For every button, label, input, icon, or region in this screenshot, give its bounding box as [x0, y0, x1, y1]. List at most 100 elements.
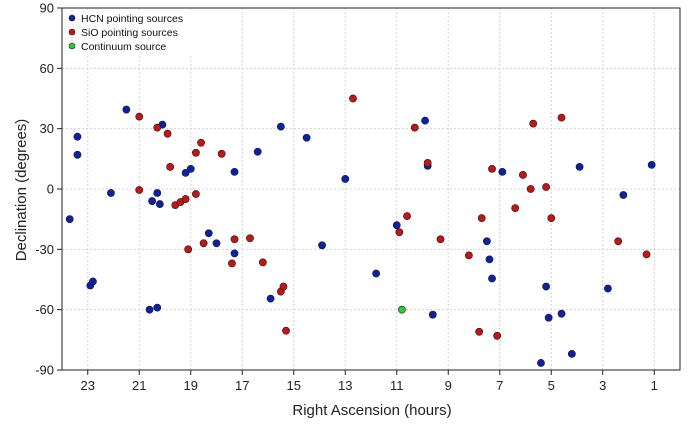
sio-point — [547, 214, 556, 223]
hcn-point — [392, 221, 401, 230]
hcn-point — [145, 305, 154, 314]
sio-point — [166, 162, 175, 171]
sio-point — [279, 282, 288, 291]
hcn-point — [155, 200, 164, 208]
hcn-point — [89, 277, 97, 286]
sio-point — [228, 259, 236, 268]
sio-point — [349, 94, 357, 103]
sio-point — [642, 250, 651, 259]
hcn-point — [153, 303, 162, 312]
hcn-point — [567, 350, 576, 358]
legend: HCN pointing sources SiO pointing source… — [64, 10, 192, 54]
sio-point — [493, 331, 502, 340]
hcn-point — [181, 169, 190, 177]
hcn-point — [341, 175, 350, 183]
hcn-point — [148, 197, 157, 205]
x-tick-label: 7 — [496, 378, 503, 393]
y-tick-label: 90 — [40, 1, 54, 16]
legend-label-continuum: Continuum source — [81, 41, 166, 53]
hcn-point — [253, 147, 262, 156]
sio-point — [181, 195, 190, 203]
hcn-point — [421, 116, 429, 125]
y-tick-label: 60 — [40, 61, 54, 76]
hcn-point — [318, 241, 326, 250]
sio-point — [614, 237, 623, 246]
plot-frame — [61, 7, 681, 371]
hcn-point — [230, 249, 239, 258]
y-tick-label: -30 — [35, 242, 54, 257]
sio-point — [436, 235, 445, 244]
hcn-point — [107, 189, 115, 197]
legend-label-sio: SiO pointing sources — [81, 27, 178, 39]
legend-marker-hcn — [68, 14, 76, 22]
hcn-point — [488, 274, 496, 283]
hcn-point — [482, 237, 491, 246]
sio-point — [153, 123, 162, 132]
hcn-point — [647, 160, 656, 169]
hcn-point — [498, 168, 507, 176]
sio-point — [191, 190, 200, 198]
sio-point — [135, 112, 144, 121]
sio-point — [282, 326, 290, 335]
sio-point — [475, 327, 484, 336]
sio-point — [199, 239, 208, 248]
hcn-point — [544, 313, 553, 322]
hcn-point — [266, 294, 275, 303]
sio-point — [197, 138, 205, 147]
data-points — [65, 94, 656, 367]
legend-item-hcn: HCN pointing sources — [68, 13, 183, 25]
y-axis-ticks: 90 60 30 0 -30 -60 -90 — [35, 1, 62, 378]
y-tick-label: -60 — [35, 302, 54, 317]
sio-point — [511, 204, 520, 213]
x-tick-label: 17 — [235, 378, 249, 393]
hcn-point — [186, 164, 195, 173]
hcn-point — [302, 133, 311, 142]
x-tick-label: 9 — [445, 378, 452, 393]
hcn-point — [276, 122, 285, 131]
hcn-point — [557, 309, 566, 318]
hcn-point — [604, 284, 612, 293]
hcn-point — [73, 132, 82, 141]
x-tick-label: 13 — [338, 378, 352, 393]
hcn-point — [73, 150, 82, 159]
sio-point — [519, 171, 527, 179]
hcn-point — [485, 255, 494, 264]
legend-marker-continuum — [68, 42, 76, 50]
sio-point — [542, 183, 550, 191]
x-tick-label: 11 — [390, 378, 404, 393]
sio-point — [258, 258, 267, 267]
y-tick-label: 0 — [47, 182, 54, 197]
x-axis-label: Right Ascension (hours) — [292, 402, 451, 419]
sio-point — [526, 185, 535, 193]
x-tick-label: 3 — [599, 378, 606, 393]
sio-point — [217, 149, 226, 158]
hcn-point — [428, 310, 437, 319]
hcn-point — [65, 215, 74, 224]
sio-point — [403, 212, 411, 221]
sio-point — [163, 129, 172, 138]
sio-point — [557, 113, 566, 122]
x-tick-label: 15 — [287, 378, 301, 393]
sio-point — [410, 123, 419, 132]
continuum-point — [397, 305, 406, 314]
sio-point — [246, 234, 254, 243]
legend-background — [64, 10, 192, 54]
y-axis-label: Declination (degrees) — [13, 119, 30, 262]
sio-point — [135, 186, 144, 194]
hcn-point — [575, 162, 584, 171]
legend-marker-sio — [68, 28, 76, 36]
x-tick-label: 19 — [184, 378, 198, 393]
legend-item-sio: SiO pointing sources — [68, 27, 178, 39]
sio-point — [423, 158, 432, 167]
x-tick-label: 21 — [132, 378, 146, 393]
legend-item-continuum: Continuum source — [68, 41, 166, 53]
sio-point — [477, 214, 486, 223]
sio-point — [230, 235, 239, 244]
hcn-point — [153, 189, 162, 197]
hcn-point — [537, 359, 545, 367]
hcn-point — [230, 168, 239, 176]
x-tick-label: 1 — [651, 378, 658, 393]
y-tick-label: 30 — [40, 121, 54, 136]
sio-point — [395, 228, 404, 237]
